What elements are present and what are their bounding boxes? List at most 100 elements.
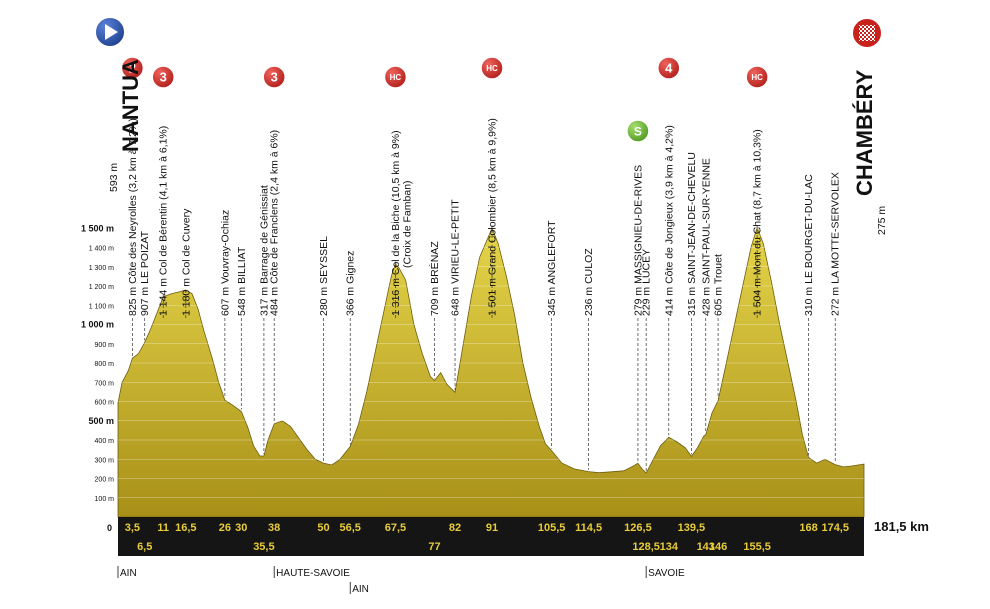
km-label: 128,5 [632, 541, 660, 553]
climb-badge-text: HC [751, 73, 763, 82]
checkered-flag-icon [859, 25, 875, 41]
climb-badge-text: HC [390, 73, 402, 82]
km-label: 11 [157, 522, 169, 534]
waypoint-label: 709 m BRÉNAZ [428, 241, 441, 316]
y-tick-label: 1 200 m [89, 284, 114, 291]
y-tick-label: 1 400 m [89, 246, 114, 253]
distance-band-bg [118, 517, 864, 556]
km-label: 134 [660, 541, 679, 553]
waypoint-label: 229 m LUCEY [641, 249, 653, 316]
waypoint-label: 607 m Vouvray-Ochiaz [219, 210, 231, 316]
climb-badge-text: 2 [129, 61, 136, 76]
climb-badge [657, 56, 681, 80]
waypoint-label: 317 m Barrage de Génissiat [258, 185, 270, 316]
finish-city: CHAMBÉRY [852, 69, 877, 196]
km-label: 146 [709, 541, 727, 553]
waypoint-label: 280 m SEYSSEL [318, 236, 330, 316]
waypoint-label: 907 m LE POIZAT [139, 230, 151, 316]
waypoint-label: 315 m SAINT-JEAN-DE-CHEVELU [686, 152, 698, 316]
y-axis: 100 m 200 m 300 m 400 m 500 m 600 m 700 m 800 m… [81, 223, 114, 503]
y-tick-label: 1 100 m [89, 303, 114, 310]
y-tick-label: 300 m [95, 457, 115, 464]
region-label: AIN [120, 568, 137, 579]
km-label: 91 [486, 522, 498, 534]
km-label: 114,5 [575, 522, 602, 534]
km-label: 155,5 [743, 541, 771, 553]
finish-elevation: 275 m [876, 206, 888, 235]
waypoint-label: 1 504 m Mont du Chat (8,7 km à 10,3%) [752, 129, 764, 316]
climb-badge-text: 3 [160, 70, 167, 85]
climb-badge [262, 65, 286, 89]
km-label: 56,5 [340, 522, 361, 534]
waypoint-label: 272 m LA MOTTE-SERVOLEX [830, 172, 842, 316]
climb-badge-text: 3 [271, 70, 278, 85]
km-label: 3,5 [125, 522, 140, 534]
waypoint-label: 310 m LE BOURGET-DU-LAC [803, 174, 815, 316]
region-label: HAUTE-SAVOIE [276, 568, 350, 579]
y-tick-label: 100 m [95, 496, 115, 503]
waypoint-label-sub: (Croix de Famban) [401, 180, 413, 268]
climb-badges: 2 3 3 HC HC 4 HC S [120, 56, 769, 143]
waypoint-label: 1 316 m Col de la Biche (10,5 km à 9%) [390, 130, 402, 316]
km-label: 82 [449, 522, 461, 534]
km-label: 38 [268, 522, 280, 534]
waypoint-label: 279 m MASSIGNIEU-DE-RIVES [632, 165, 644, 316]
km-label: 16,5 [175, 522, 196, 534]
km-label: 105,5 [538, 522, 566, 534]
elevation-gridlines [118, 227, 864, 499]
y-tick-label: 400 m [95, 438, 115, 445]
region-label: SAVOIE [648, 568, 685, 579]
km-label: 30 [235, 522, 247, 534]
climb-badge-text: 4 [665, 61, 673, 76]
waypoint-guide-lines [132, 225, 836, 471]
climb-badge-text: HC [486, 64, 498, 73]
km-label: 168 [799, 522, 817, 534]
km-label: 50 [317, 522, 329, 534]
waypoint-label: 345 m ANGLEFORT [546, 220, 558, 316]
waypoint-label: 428 m SAINT-PAUL-SUR-YENNE [700, 158, 712, 316]
y-tick-label: 800 m [95, 361, 115, 368]
start-km-label: 0 [107, 523, 112, 533]
climb-badge [383, 65, 408, 89]
km-label: 139,5 [678, 522, 706, 534]
y-tick-label: 500 m [88, 416, 114, 426]
km-label: 26 [219, 522, 231, 534]
km-label: 67,5 [385, 522, 406, 534]
start-finish: NANTUA 593 m CHAMBÉRY 275 m [94, 16, 888, 235]
sprint-badge [626, 119, 650, 143]
distance-band: 3,5 11 16,5 26 30 38 50 56,5 67,5 82 91 105,5 114,5 1… [107, 517, 929, 556]
km-label: 174,5 [821, 522, 849, 534]
waypoint-label: 1 144 m Col de Bérentin (4,1 km à 6,1%) [158, 126, 170, 316]
waypoint-label: 605 m Trouet [713, 254, 725, 316]
waypoint-label: 648 m VIRIEU-LE-PETIT [450, 199, 462, 316]
y-tick-label: 200 m [95, 477, 115, 484]
climb-badge [120, 56, 145, 80]
waypoint-labels: 825 m Côte des Neyrolles (3,2 km à 7,2%)… [127, 118, 842, 316]
km-label: 126,5 [624, 522, 652, 534]
y-tick-label: 1 300 m [89, 265, 114, 272]
waypoint-label: 548 m BILLIAT [236, 246, 248, 316]
waypoint-label: 1 501 m Grand Colombier (8,5 km à 9,9%) [487, 118, 499, 316]
climb-badge [745, 65, 769, 89]
waypoint-label: 1 180 m Col de Cuvery [180, 208, 192, 316]
waypoint-label: 414 m Côte de Jongieux (3,9 km à 4,2%) [663, 125, 675, 316]
waypoint-label: 236 m CULOZ [583, 248, 595, 316]
km-label: 6,5 [137, 541, 152, 553]
y-tick-label: 900 m [95, 342, 115, 349]
km-label: 35,5 [253, 541, 274, 553]
waypoint-label: 366 m Gignez [345, 251, 357, 316]
sprint-badge-text: S [634, 125, 642, 139]
climb-badge [151, 65, 175, 89]
play-icon [105, 24, 118, 40]
y-tick-label: 700 m [95, 380, 115, 387]
start-elevation: 593 m [108, 163, 120, 192]
y-tick-label: 1 500 m [81, 223, 114, 233]
climb-badge [480, 56, 504, 80]
y-tick-label: 600 m [95, 400, 115, 407]
km-label: 77 [428, 541, 440, 553]
km-label: 143 [697, 541, 715, 553]
region-label: AIN [352, 584, 369, 595]
waypoint-label: 825 m Côte des Neyrolles (3,2 km à 7,2%) [127, 118, 139, 316]
